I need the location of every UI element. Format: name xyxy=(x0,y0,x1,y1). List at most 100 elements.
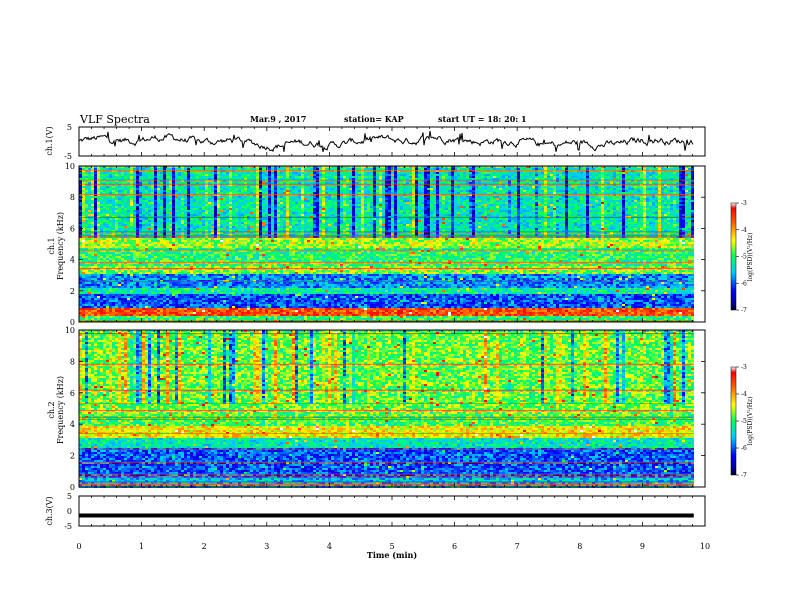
spectrogram-cell xyxy=(121,174,124,176)
spectrogram-cell xyxy=(88,264,91,266)
spectrogram-cell xyxy=(118,206,121,208)
spectrogram-cell xyxy=(118,308,121,310)
spectrogram-cell xyxy=(85,288,88,290)
spectrogram-cell xyxy=(82,298,85,300)
spectrogram-cell xyxy=(97,290,100,292)
spectrogram-cell xyxy=(106,218,109,220)
spectrogram-cell xyxy=(103,176,106,178)
spectrogram-cell xyxy=(91,276,94,278)
spectrogram-cell xyxy=(94,310,97,312)
spectrogram-cell xyxy=(97,272,100,274)
spectrogram-cell xyxy=(115,254,118,256)
spectrogram-cell xyxy=(121,318,124,320)
spectrogram-cell xyxy=(85,300,88,302)
spectrogram-cell xyxy=(106,286,109,288)
spectrogram-cell xyxy=(121,296,124,298)
spectrogram-cell xyxy=(115,278,118,280)
spectrogram-cell xyxy=(115,214,118,216)
spectrogram-cell xyxy=(82,220,85,222)
spectrogram-cell xyxy=(94,214,97,216)
spectrogram-cell xyxy=(103,314,106,316)
spectrogram-cell xyxy=(109,176,112,178)
spectrogram-cell xyxy=(115,302,118,304)
spectrogram-cell xyxy=(103,208,106,210)
spectrogram-cell xyxy=(109,312,112,314)
spectrogram-cell xyxy=(91,208,94,210)
spectrogram-cell xyxy=(94,244,97,246)
spectrogram-cell xyxy=(103,304,106,306)
spectrogram-cell xyxy=(115,226,118,228)
spectrogram-cell xyxy=(85,292,88,294)
spectrogram-cell xyxy=(82,294,85,296)
spectrogram-cell xyxy=(97,186,100,188)
spectrogram-cell xyxy=(94,272,97,274)
spectrogram-cell xyxy=(112,300,115,302)
spectrogram-cell xyxy=(118,302,121,304)
spectrogram-cell xyxy=(109,212,112,214)
spectrogram-cell xyxy=(103,310,106,312)
spectrogram-cell xyxy=(82,168,85,170)
spectrogram-cell xyxy=(100,202,103,204)
spectrogram-cell xyxy=(103,282,106,284)
spectrogram-cell xyxy=(103,284,106,286)
spectrogram-cell xyxy=(106,298,109,300)
spectrogram-cell xyxy=(106,246,109,248)
spectrogram-cell xyxy=(106,204,109,206)
spectrogram-cell xyxy=(118,310,121,312)
spectrogram-cell xyxy=(109,290,112,292)
spectrogram-cell xyxy=(97,202,100,204)
spectrogram-cell xyxy=(112,198,115,200)
spectrogram-cell xyxy=(109,226,112,228)
spectrogram-cell xyxy=(115,246,118,248)
spectrogram-cell xyxy=(121,266,124,268)
spectrogram-cell xyxy=(97,226,100,228)
spectrogram-cell xyxy=(85,318,88,320)
spectrogram-cell xyxy=(88,272,91,274)
spectrogram-cell xyxy=(85,270,88,272)
spectrogram-cell xyxy=(88,258,91,260)
spectrogram-cell xyxy=(118,176,121,178)
spectrogram-cell xyxy=(112,278,115,280)
spectrogram-cell xyxy=(88,168,91,170)
spectrogram-cell xyxy=(115,292,118,294)
spectrogram-cell xyxy=(85,224,88,226)
spectrogram-cell xyxy=(106,318,109,320)
spectrogram-cell xyxy=(115,172,118,174)
spectrogram-cell xyxy=(100,218,103,220)
spectrogram-cell xyxy=(97,196,100,198)
spectrogram-cell xyxy=(91,282,94,284)
spectrogram-cell xyxy=(97,288,100,290)
spectrogram-cell xyxy=(124,186,127,188)
spectrogram-cell xyxy=(100,302,103,304)
spectrogram-cell xyxy=(82,292,85,294)
spectrogram-cell xyxy=(112,244,115,246)
spectrogram-cell xyxy=(91,196,94,198)
spectrogram-cell xyxy=(103,286,106,288)
spectrogram-cell xyxy=(109,316,112,318)
spectrogram-cell xyxy=(94,206,97,208)
spectrogram-cell xyxy=(100,274,103,276)
spectrogram-cell xyxy=(100,260,103,262)
spectrogram-cell xyxy=(91,226,94,228)
spectrogram-cell xyxy=(106,258,109,260)
spectrogram-cell xyxy=(103,254,106,256)
spectrogram-cell xyxy=(115,186,118,188)
spectrogram-cell xyxy=(85,314,88,316)
spectrogram-cell xyxy=(97,304,100,306)
spectrogram-cell xyxy=(88,192,91,194)
spectrogram-cell xyxy=(85,196,88,198)
spectrogram-cell xyxy=(82,200,85,202)
spectrogram-cell xyxy=(115,196,118,198)
spectrogram-cell xyxy=(100,256,103,258)
spectrogram-cell xyxy=(121,254,124,256)
spectrogram-cell xyxy=(106,278,109,280)
spectrogram-cell xyxy=(118,214,121,216)
spectrogram-cell xyxy=(112,214,115,216)
spectrogram-cell xyxy=(94,290,97,292)
spectrogram-cell xyxy=(88,294,91,296)
spectrogram-cell xyxy=(121,272,124,274)
spectrogram-cell xyxy=(112,266,115,268)
spectrogram-cell xyxy=(106,228,109,230)
spectrogram-cell xyxy=(85,260,88,262)
spectrogram-cell xyxy=(115,286,118,288)
